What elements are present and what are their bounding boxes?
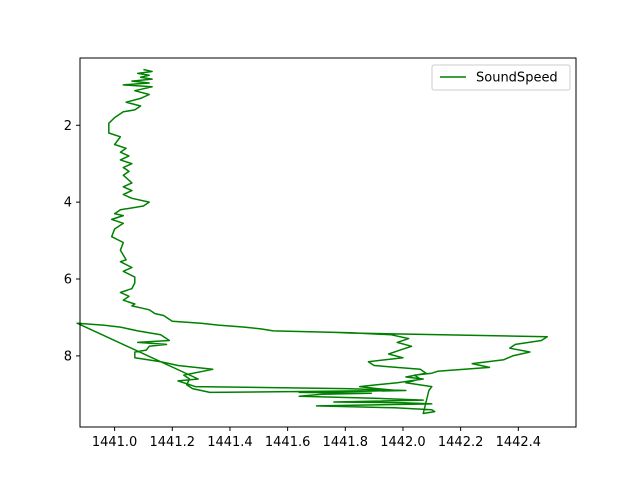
x-tick-label: 1441.8 — [323, 435, 369, 450]
plot-area — [80, 58, 576, 427]
axes-frame — [79, 57, 577, 428]
legend: SoundSpeed — [431, 64, 571, 91]
series-line-soundspeed — [76, 68, 548, 415]
y-tick-label: 8 — [64, 349, 72, 364]
y-tick-label: 6 — [64, 273, 72, 288]
legend-box — [431, 64, 571, 91]
y-tick-label: 4 — [64, 196, 72, 211]
x-tick-label: 1442.0 — [380, 435, 426, 450]
legend-label-soundspeed: SoundSpeed — [476, 71, 558, 86]
x-tick-label: 1441.0 — [92, 435, 138, 450]
x-tick-label: 1441.6 — [265, 435, 311, 450]
x-tick-label: 1441.2 — [150, 435, 196, 450]
x-tick-label: 1442.2 — [438, 435, 484, 450]
x-tick-label: 1442.4 — [496, 435, 542, 450]
y-tick-label: 2 — [64, 119, 72, 134]
x-tick-label: 1441.4 — [207, 435, 253, 450]
